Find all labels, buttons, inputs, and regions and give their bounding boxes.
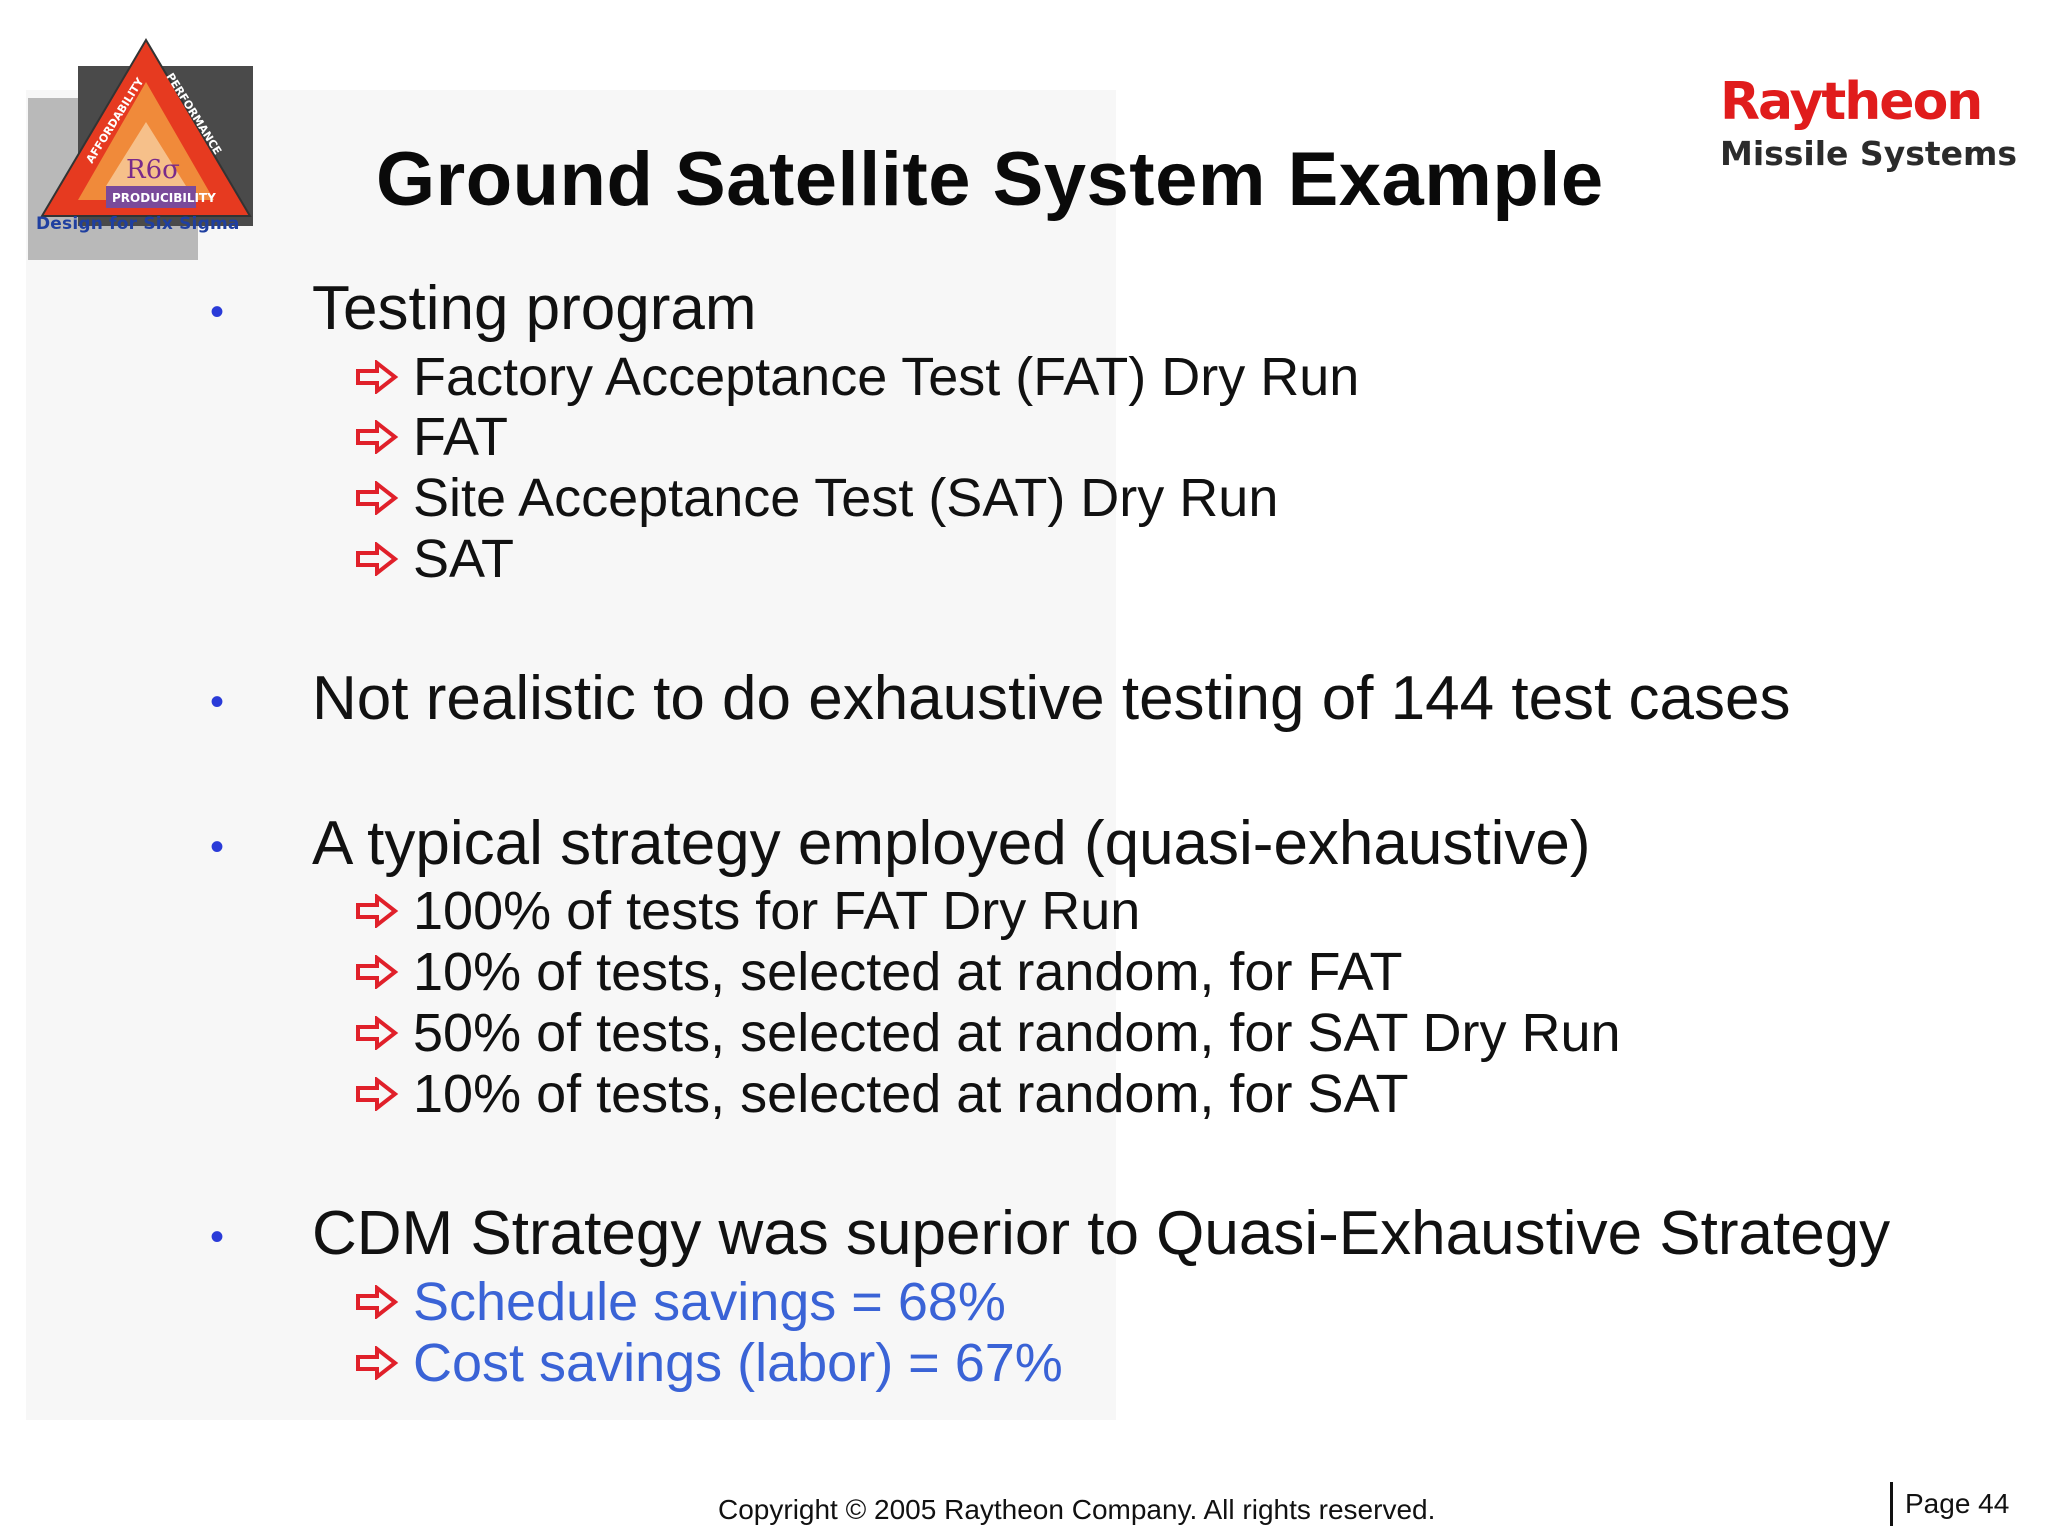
hollow-arrow-icon: [356, 481, 399, 515]
sub-item: 100% of tests for FAT Dry Run: [355, 880, 1140, 942]
bullet-text: Not realistic to do exhaustive testing o…: [312, 664, 1791, 733]
slide-title: Ground Satellite System Example: [376, 137, 1604, 222]
copyright-footer: Copyright © 2005 Raytheon Company. All r…: [718, 1494, 1436, 1525]
sub-item-highlight: Cost savings (labor) = 67%: [355, 1332, 1063, 1394]
logo-r6sigma-text: R6σ: [126, 155, 180, 185]
hollow-arrow-icon: [356, 894, 399, 928]
hollow-arrow-icon: [356, 1346, 399, 1380]
sub-item: 10% of tests, selected at random, for SA…: [355, 1063, 1408, 1125]
logo-caption: Design for Six Sigma: [36, 214, 240, 234]
slide-background-panel: [26, 90, 1116, 1420]
bullet-text: A typical strategy employed (quasi-exhau…: [312, 809, 1591, 878]
sub-item-text: 50% of tests, selected at random, for SA…: [413, 1003, 1621, 1063]
sub-item-text: FAT: [413, 407, 509, 467]
sub-item: Site Acceptance Test (SAT) Dry Run: [355, 467, 1278, 529]
sub-item-text: Schedule savings = 68%: [413, 1272, 1006, 1332]
sub-item: 10% of tests, selected at random, for FA…: [355, 941, 1402, 1003]
hollow-arrow-icon: [356, 1285, 399, 1319]
design-for-six-sigma-logo: AFFORDABILITY PERFORMANCE PRODUCIBILITY …: [28, 36, 260, 260]
bullet-marker: •: [210, 680, 225, 724]
page-divider: [1890, 1482, 1893, 1526]
sub-item-text: Cost savings (labor) = 67%: [413, 1333, 1063, 1393]
bullet-marker: •: [210, 290, 225, 334]
bullet-marker: •: [210, 825, 225, 869]
bullet-text: CDM Strategy was superior to Quasi-Exhau…: [312, 1199, 1891, 1268]
sub-item: FAT: [355, 406, 508, 468]
page-number: Page 44: [1905, 1488, 2010, 1519]
sub-item: Factory Acceptance Test (FAT) Dry Run: [355, 346, 1359, 408]
hollow-arrow-icon: [356, 360, 399, 394]
brand-subtitle: Missile Systems: [1720, 134, 2018, 173]
hollow-arrow-icon: [356, 542, 399, 576]
hollow-arrow-icon: [356, 955, 399, 989]
sub-item-text: 10% of tests, selected at random, for SA…: [413, 1064, 1409, 1124]
bullet-text: Testing program: [312, 274, 757, 343]
hollow-arrow-icon: [356, 420, 399, 454]
hollow-arrow-icon: [356, 1016, 399, 1050]
hollow-arrow-icon: [356, 1077, 399, 1111]
bullet-marker: •: [210, 1215, 225, 1259]
sub-item: SAT: [355, 528, 514, 590]
sub-item-text: Factory Acceptance Test (FAT) Dry Run: [413, 347, 1360, 407]
sub-item-text: 10% of tests, selected at random, for FA…: [413, 942, 1403, 1002]
sub-item-highlight: Schedule savings = 68%: [355, 1271, 1006, 1333]
brand-name: Raytheon: [1720, 72, 1983, 132]
sub-item-text: Site Acceptance Test (SAT) Dry Run: [413, 468, 1279, 528]
sub-item-text: SAT: [413, 529, 515, 589]
raytheon-brand: Raytheon Missile Systems: [1720, 72, 2017, 174]
sub-item-text: 100% of tests for FAT Dry Run: [413, 881, 1141, 941]
logo-producibility-text: PRODUCIBILITY: [112, 191, 216, 205]
sub-item: 50% of tests, selected at random, for SA…: [355, 1002, 1621, 1064]
